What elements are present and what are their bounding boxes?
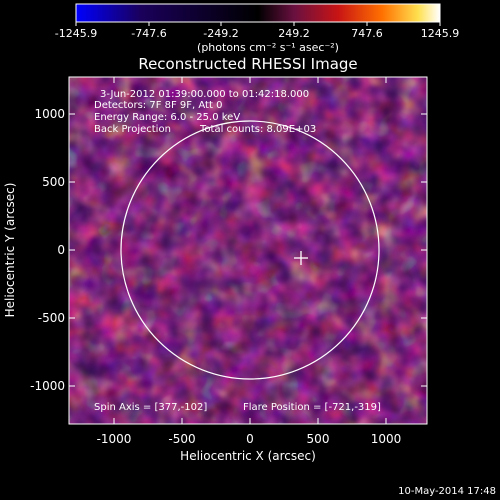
colorbar-tick-label: 249.2 [278, 27, 310, 40]
colorbar-tick-label: -1245.9 [55, 27, 97, 40]
y-axis-label: Heliocentric Y (arcsec) [3, 183, 17, 318]
colorbar-tick-label: 747.6 [351, 27, 383, 40]
detectors: Detectors: 7F 8F 9F, Att 0 [94, 100, 222, 111]
spin-axis-cross-icon [294, 251, 308, 265]
energy-range: Energy Range: 6.0 - 25.0 keV [94, 112, 240, 123]
solar-image [69, 77, 427, 424]
footer-info: Spin Axis = [377,-102] Flare Position = … [94, 402, 381, 413]
solar-limb-circle [120, 120, 380, 380]
flare-position: Flare Position = [-721,-319] [243, 402, 381, 413]
y-tick-label: -1000 [30, 379, 65, 393]
y-tick-label: 0 [57, 243, 65, 257]
x-tick-label: 1000 [371, 432, 402, 446]
x-tick-label: 500 [307, 432, 330, 446]
colorbar-tick-labels: -1245.9 -747.6 -249.2 249.2 747.6 1245.9 [55, 27, 459, 40]
x-tick-label: 0 [246, 432, 254, 446]
x-tick-label: -500 [168, 432, 195, 446]
x-axis-label: Heliocentric X (arcsec) [180, 449, 316, 463]
x-tick-label: -1000 [97, 432, 132, 446]
time-range: 3-Jun-2012 01:39:00.000 to 01:42:18.000 [100, 89, 309, 100]
spin-axis: Spin Axis = [377,-102] [94, 402, 207, 413]
image-title: Reconstructed RHESSI Image [138, 55, 357, 73]
axis-ticks [69, 77, 427, 424]
y-tick-label: 1000 [34, 107, 65, 121]
method: Back Projection [94, 124, 171, 135]
total-counts: Total counts: 8.09E+03 [199, 124, 316, 135]
y-tick-label: -500 [38, 311, 65, 325]
colorbar [75, 3, 441, 23]
colorbar-tick-label: 1245.9 [421, 27, 460, 40]
colorbar-tick-label: -249.2 [203, 27, 238, 40]
x-tick-labels: -1000 -500 0 500 1000 [97, 432, 402, 446]
colorbar-tick-label: -747.6 [131, 27, 166, 40]
colorbar-ticks [75, 22, 441, 26]
y-tick-label: 500 [42, 175, 65, 189]
plot-timestamp: 10-May-2014 17:48 [398, 486, 496, 497]
colorbar-units: (photons cm⁻² s⁻¹ asec⁻²) [197, 41, 339, 54]
y-tick-labels: 1000 500 0 -500 -1000 [30, 107, 65, 393]
observation-info: 3-Jun-2012 01:39:00.000 to 01:42:18.000 … [94, 89, 316, 135]
